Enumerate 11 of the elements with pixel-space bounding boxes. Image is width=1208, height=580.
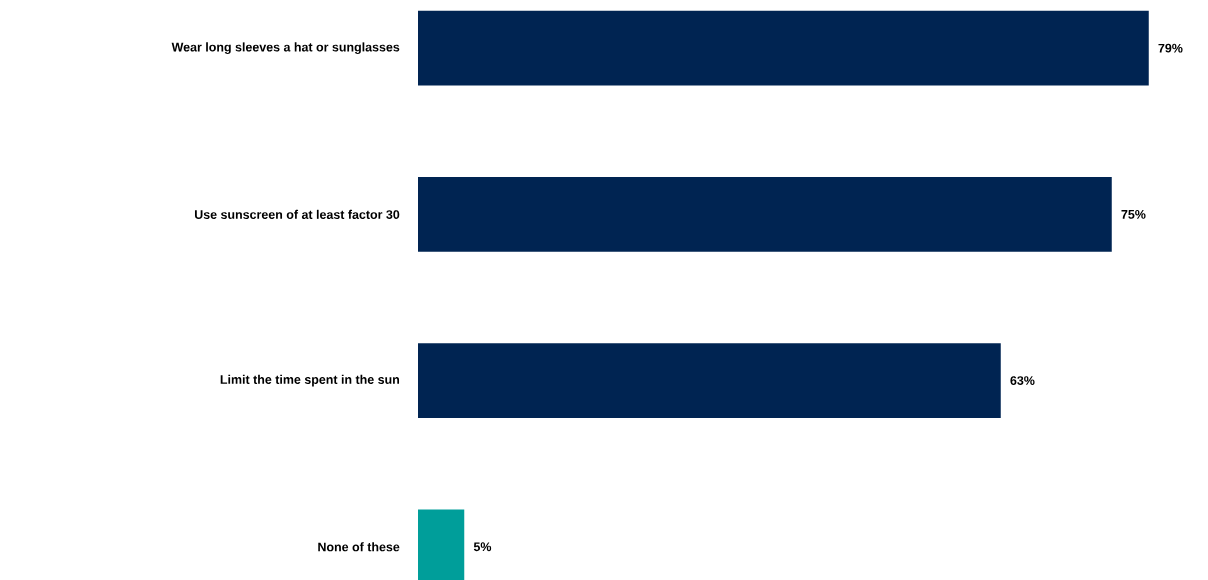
bar — [418, 177, 1112, 252]
data-label: 79% — [1158, 43, 1183, 53]
data-label: 63% — [1010, 376, 1035, 385]
bar — [418, 343, 1001, 418]
bar — [418, 10, 1149, 86]
y-tick-label: Limit the time spent in the sun — [220, 374, 400, 387]
y-tick-label: Use sunscreen of at least factor 30 — [194, 209, 400, 219]
data-label: 5% — [473, 542, 492, 552]
y-tick-label: None of these — [318, 542, 400, 552]
y-tick-label: Wear long sleeves a hat or sunglasses — [171, 42, 400, 55]
data-label: 75% — [1121, 209, 1146, 219]
